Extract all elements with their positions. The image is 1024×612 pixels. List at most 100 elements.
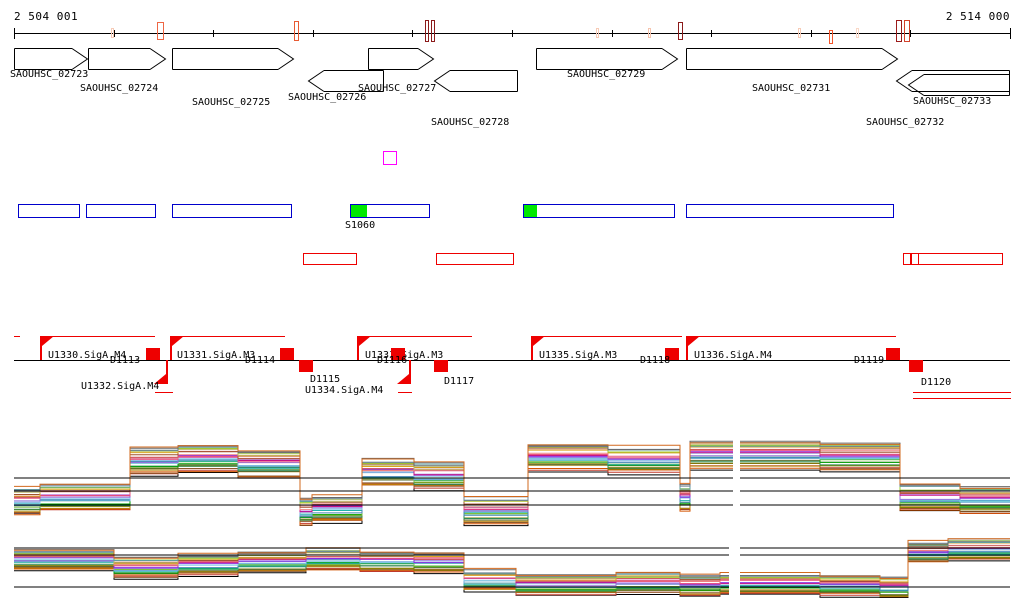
gene-arrow[interactable]	[686, 48, 899, 70]
gene-arrow[interactable]	[907, 74, 1010, 96]
promoter-stem	[166, 360, 168, 384]
red-box-5[interactable]	[903, 253, 1003, 265]
terminator-block[interactable]	[299, 360, 313, 372]
ruler-feature-2[interactable]	[157, 22, 164, 40]
ruler-feature-13[interactable]	[904, 20, 910, 42]
gene-arrow[interactable]	[88, 48, 167, 70]
operon-green-segment[interactable]	[524, 205, 537, 217]
gene-arrow[interactable]	[433, 70, 518, 92]
promoter-flag[interactable]	[531, 336, 547, 360]
promoter-arrowhead	[42, 336, 54, 346]
gene-arrow[interactable]	[536, 48, 679, 70]
axis-tick	[612, 30, 613, 37]
ruler-feature-6[interactable]	[596, 28, 599, 38]
blue-box-2[interactable]	[86, 204, 156, 218]
axis-tick	[711, 30, 712, 37]
promoter-flag[interactable]	[152, 360, 168, 384]
blue-box-4[interactable]	[350, 204, 430, 218]
ruler-feature-10[interactable]	[829, 30, 833, 44]
promoter-stem	[170, 336, 172, 360]
promoter-arrowhead	[533, 336, 545, 346]
transcript-rule-upper	[14, 336, 20, 337]
gene-label: SAOUHSC_02727	[358, 83, 437, 94]
terminator-label: D1115	[310, 374, 341, 385]
gene-arrow[interactable]	[172, 48, 295, 70]
operon-label-s1060: S1060	[345, 220, 376, 231]
promoter-arrowhead	[359, 336, 371, 346]
promoter-label: U1336.SigA.M4	[694, 350, 773, 361]
gene-label: SAOUHSC_02723	[10, 69, 89, 80]
promoter-label: U1332.SigA.M4	[81, 381, 160, 392]
terminator-label: D1118	[640, 355, 671, 366]
gene-arrow[interactable]	[368, 48, 435, 70]
terminator-label: D1119	[854, 355, 885, 366]
axis-tick	[14, 28, 15, 39]
coordinate-end-label: 2 514 000	[945, 10, 1010, 23]
terminator-block[interactable]	[391, 348, 405, 360]
promoter-arrowhead	[172, 336, 184, 346]
ruler-feature-3[interactable]	[294, 21, 299, 41]
expression-profile-reverse[interactable]	[0, 536, 1024, 612]
coordinate-start-label: 2 504 001	[14, 10, 79, 23]
gene-label: SAOUHSC_02732	[866, 117, 945, 128]
terminator-block[interactable]	[886, 348, 900, 360]
promoter-flag[interactable]	[170, 336, 186, 360]
expression-profile-forward[interactable]	[0, 436, 1024, 532]
gene-arrow[interactable]	[307, 70, 384, 92]
blue-box-1[interactable]	[18, 204, 80, 218]
ruler-feature-11[interactable]	[856, 28, 859, 38]
promoter-label: U1331.SigA.M3	[177, 350, 256, 361]
ruler-feature-1[interactable]	[111, 28, 114, 38]
gene-arrow[interactable]	[895, 70, 1010, 92]
operon-green-segment[interactable]	[351, 205, 367, 217]
blue-box-6[interactable]	[686, 204, 894, 218]
terminator-label: D1113	[110, 355, 141, 366]
expression-series	[14, 442, 1010, 500]
ruler-feature-9[interactable]	[798, 28, 801, 38]
blue-box-3[interactable]	[172, 204, 292, 218]
promoter-arrowhead	[688, 336, 700, 346]
gene-label: SAOUHSC_02729	[567, 69, 646, 80]
axis-tick	[412, 30, 413, 37]
terminator-block[interactable]	[146, 348, 160, 360]
gene-label: SAOUHSC_02724	[80, 83, 159, 94]
expression-series	[14, 446, 1010, 508]
promoter-stem	[40, 336, 42, 360]
gene-label: SAOUHSC_02728	[431, 117, 510, 128]
plot-data-gap	[729, 536, 740, 612]
blue-box-5[interactable]	[523, 204, 675, 218]
magenta-feature-box[interactable]	[383, 151, 397, 165]
transcript-rule-lower	[398, 392, 412, 393]
transcript-rule-lower	[913, 392, 1011, 393]
red-box-1[interactable]	[303, 253, 357, 265]
terminator-block[interactable]	[909, 360, 923, 372]
promoter-flag[interactable]	[357, 336, 373, 360]
axis-tick	[512, 30, 513, 37]
gene-arrow[interactable]	[14, 48, 89, 70]
sig-baseline	[14, 360, 1010, 361]
ruler-feature-5[interactable]	[431, 20, 435, 42]
transcript-rule-upper	[357, 336, 472, 337]
axis-tick	[910, 30, 911, 37]
transcript-rule-upper	[620, 336, 682, 337]
expression-series	[14, 538, 1010, 579]
transcript-rule-upper	[531, 336, 631, 337]
terminator-block[interactable]	[665, 348, 679, 360]
ruler-feature-4[interactable]	[425, 20, 429, 42]
plot-data-gap	[733, 436, 740, 532]
ruler-feature-12[interactable]	[896, 20, 902, 42]
promoter-arrowhead	[397, 374, 409, 384]
terminator-block[interactable]	[434, 360, 448, 372]
promoter-flag[interactable]	[686, 336, 702, 360]
axis-tick	[313, 30, 314, 37]
terminator-block[interactable]	[280, 348, 294, 360]
ruler-feature-8[interactable]	[678, 22, 683, 40]
promoter-stem	[686, 336, 688, 360]
transcript-rule-upper	[170, 336, 285, 337]
transcript-rule-upper	[40, 336, 155, 337]
red-box-2[interactable]	[436, 253, 514, 265]
ruler-feature-7[interactable]	[648, 28, 651, 38]
promoter-flag[interactable]	[395, 360, 411, 384]
promoter-flag[interactable]	[40, 336, 56, 360]
terminator-label: D1120	[921, 377, 952, 388]
